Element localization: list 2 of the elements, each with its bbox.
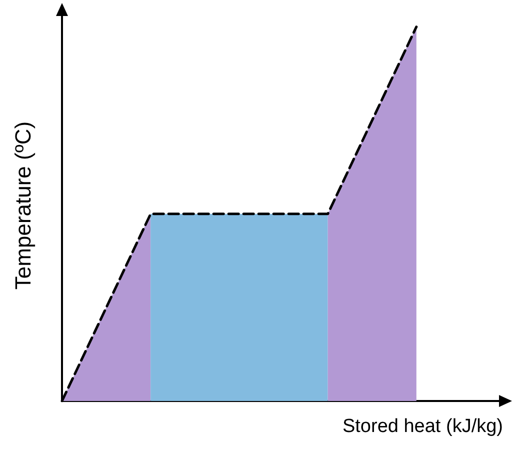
- y-axis-title: Temperature (ºC): [10, 121, 36, 290]
- x-axis-title: Stored heat (kJ/kg): [342, 416, 503, 437]
